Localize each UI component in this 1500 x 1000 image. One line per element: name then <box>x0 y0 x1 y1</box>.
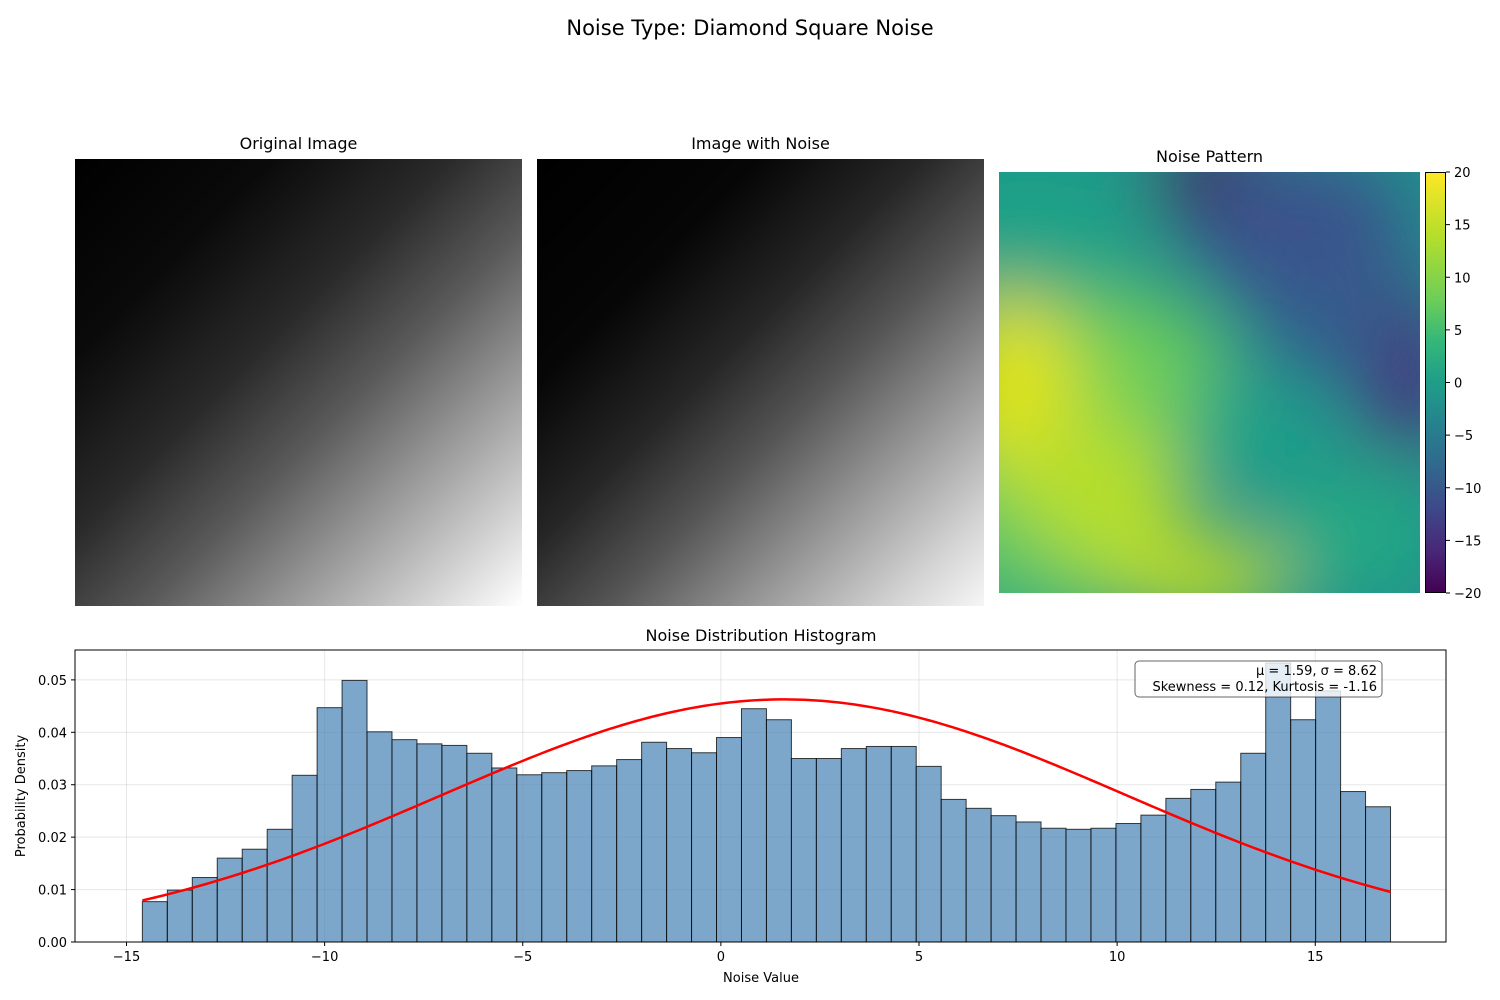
histogram-bar <box>466 752 493 943</box>
histogram-bar <box>516 774 543 943</box>
histogram-bar <box>641 741 668 943</box>
histogram-bar <box>1340 791 1367 943</box>
x-tick-label: 5 <box>915 950 923 965</box>
colorbar-tick-label: 15 <box>1454 219 1471 234</box>
y-tick-label: 0.02 <box>38 831 67 846</box>
colorbar <box>1425 172 1446 593</box>
histogram-bar <box>1015 821 1042 943</box>
colorbar-tick-label: 20 <box>1454 166 1471 181</box>
histogram-bar <box>915 765 942 943</box>
y-tick-label: 0.03 <box>38 779 67 794</box>
histogram-bar <box>1040 827 1067 943</box>
histogram-bar <box>890 745 917 943</box>
colorbar-axis: 20 15 10 5 0 −5 −10 −15 −20 <box>1446 166 1481 602</box>
original-image <box>75 159 522 606</box>
y-tick-label: 0.01 <box>38 884 67 899</box>
histogram-bar <box>1240 752 1267 943</box>
histogram-bar <box>965 807 992 943</box>
histogram-bar <box>1090 827 1117 943</box>
histogram-bar <box>940 798 967 943</box>
histogram-bar <box>691 752 718 943</box>
histogram-bar <box>391 739 418 943</box>
histogram-bar <box>166 889 193 943</box>
x-tick-label: −5 <box>513 950 532 965</box>
x-tick-label: 10 <box>1109 950 1126 965</box>
noisy-image <box>537 159 984 606</box>
y-axis-label: Probability Density <box>14 735 29 858</box>
histogram-bar <box>491 767 518 943</box>
colorbar-tick-label: 0 <box>1454 377 1462 392</box>
x-axis-label: Noise Value <box>723 971 799 986</box>
original-image-title: Original Image <box>239 134 358 153</box>
figure-title: Noise Type: Diamond Square Noise <box>566 16 934 40</box>
noise-pattern-title: Noise Pattern <box>1155 147 1264 166</box>
plot-frame <box>74 649 1447 943</box>
histogram-bar <box>241 848 268 943</box>
x-tick-label: 0 <box>717 950 725 965</box>
histogram-bar <box>765 719 792 943</box>
y-tick-label: 0.00 <box>38 936 67 951</box>
colorbar-tick-label: 10 <box>1454 271 1471 286</box>
colorbar-tick-label: −5 <box>1454 429 1473 444</box>
histogram-bar <box>141 901 168 943</box>
x-tick-label: 15 <box>1307 950 1324 965</box>
histogram-bar <box>216 857 243 943</box>
histogram-bar <box>266 828 293 943</box>
histogram-bar <box>541 772 568 943</box>
histogram-bar <box>865 745 892 943</box>
histogram-bar <box>1190 788 1217 943</box>
stats-line-1: μ = 1.59, σ = 8.62 <box>1256 664 1377 679</box>
colorbar-tick-label: −10 <box>1454 482 1481 497</box>
histogram-bar <box>666 748 693 943</box>
colorbar-tick-label: −15 <box>1454 534 1481 549</box>
colorbar-tick-label: 5 <box>1454 324 1462 339</box>
histogram-bar <box>1315 690 1342 943</box>
histogram-bar <box>1140 814 1167 943</box>
histogram-bar <box>740 708 767 943</box>
y-tick-label: 0.05 <box>38 674 67 689</box>
histogram-bar <box>815 758 842 943</box>
x-tick-label: −15 <box>113 950 140 965</box>
histogram-bar <box>591 765 618 943</box>
histogram-bar <box>566 770 593 943</box>
histogram-title: Noise Distribution Histogram <box>646 626 877 645</box>
stats-line-2: Skewness = 0.12, Kurtosis = -1.16 <box>1152 680 1377 695</box>
histogram-chart: Noise Distribution Histogram Noise Value… <box>14 626 1447 986</box>
noise-pattern-image <box>999 172 1420 593</box>
histogram-bar <box>716 737 742 943</box>
histogram-bar <box>1065 828 1092 943</box>
histogram-bar <box>1365 806 1392 943</box>
histogram-bar <box>366 731 393 943</box>
y-tick-label: 0.04 <box>38 726 67 741</box>
histogram-bar <box>341 679 368 943</box>
normal-fit-curve <box>142 698 1391 902</box>
colorbar-tick-label: −20 <box>1454 587 1481 602</box>
histogram-bar <box>416 743 443 943</box>
histogram-bar <box>316 707 343 943</box>
histogram-bar <box>291 774 318 943</box>
histogram-bar <box>1115 823 1142 943</box>
histogram-bar <box>1215 781 1242 943</box>
stats-box: μ = 1.59, σ = 8.62 Skewness = 0.12, Kurt… <box>1134 660 1383 698</box>
histogram-bar <box>616 759 643 943</box>
histogram-bar <box>441 744 468 943</box>
x-tick-label: −10 <box>311 950 338 965</box>
noisy-image-title: Image with Noise <box>691 134 830 153</box>
histogram-bar <box>990 815 1017 943</box>
histogram-bar <box>790 758 817 943</box>
histogram-bar <box>840 748 867 943</box>
histogram-bar <box>1265 662 1292 943</box>
histogram-bar <box>1290 719 1317 943</box>
